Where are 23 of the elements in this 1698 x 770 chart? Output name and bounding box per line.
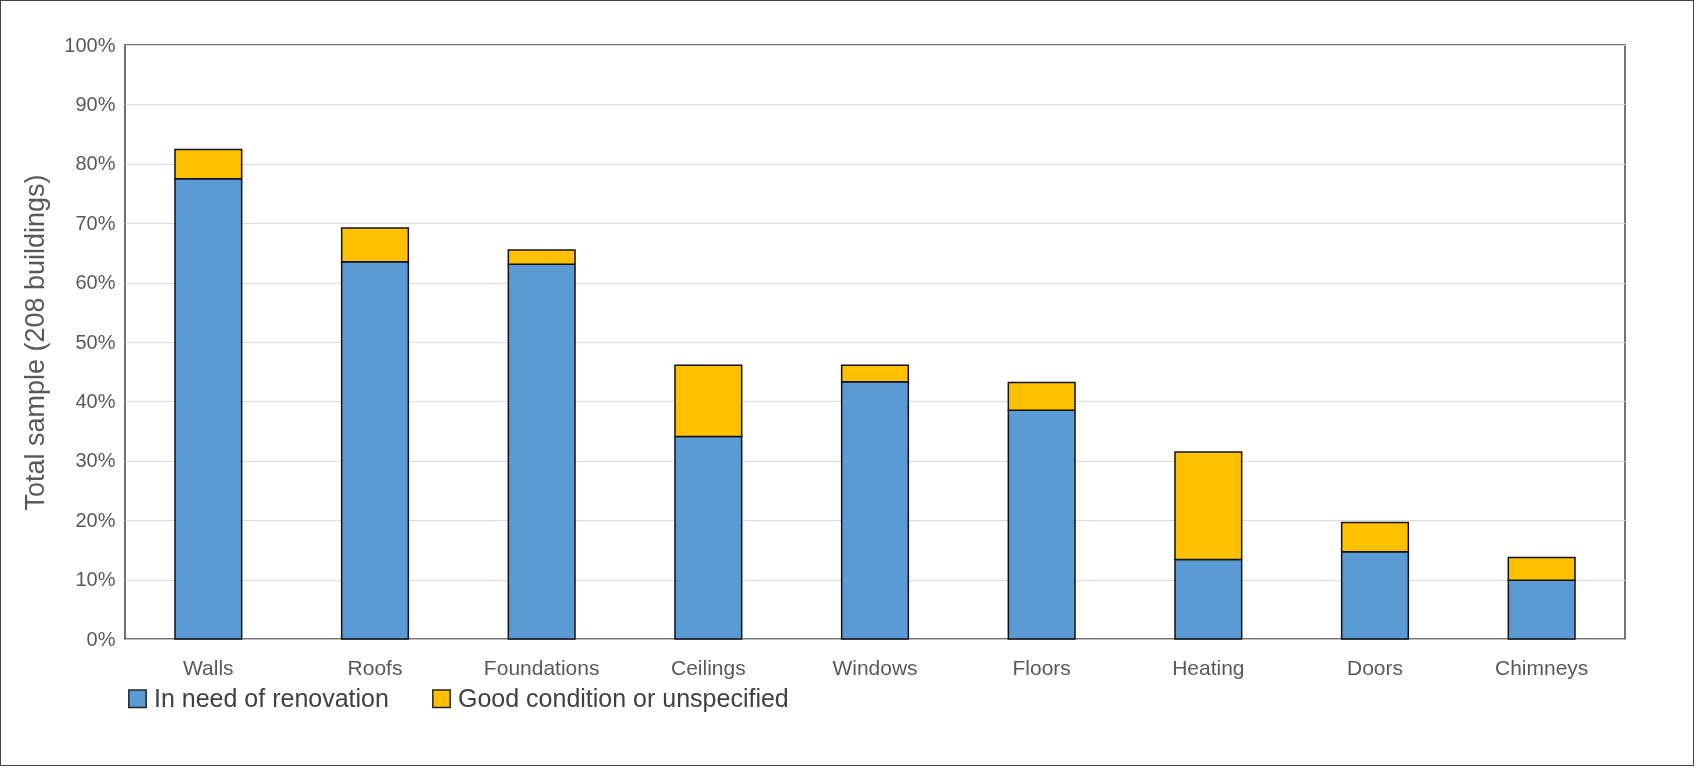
y-tick-label: 40%: [75, 389, 116, 412]
x-tick-label: Ceilings: [670, 655, 746, 679]
y-tick-label: 70%: [75, 211, 116, 234]
x-tick-label: Heating: [1172, 655, 1245, 679]
x-tick-label: Roofs: [347, 655, 403, 679]
x-tick-label: Doors: [1346, 655, 1404, 679]
y-tick-label: 30%: [75, 449, 116, 472]
y-tick-label: 100%: [64, 33, 116, 56]
y-tick-label: 0%: [86, 627, 116, 650]
x-tick-label: Chimneys: [1494, 655, 1589, 679]
x-tick-label: Foundations: [483, 655, 600, 679]
legend-label: In need of renovation: [154, 683, 389, 712]
y-tick-label: 60%: [75, 271, 116, 294]
y-axis-title: Total sample (208 buildings): [20, 174, 51, 511]
y-tick-label: 90%: [75, 92, 116, 115]
y-tick-label: 80%: [75, 152, 116, 175]
x-tick-label: Windows: [832, 655, 918, 679]
x-tick-label: Walls: [183, 655, 234, 679]
y-tick-label: 50%: [75, 330, 116, 353]
x-tick-label: Floors: [1012, 655, 1071, 679]
y-tick-label: 20%: [75, 508, 116, 531]
y-tick-label: 10%: [75, 568, 116, 591]
legend-label: Good condition or unspecified: [458, 683, 789, 712]
